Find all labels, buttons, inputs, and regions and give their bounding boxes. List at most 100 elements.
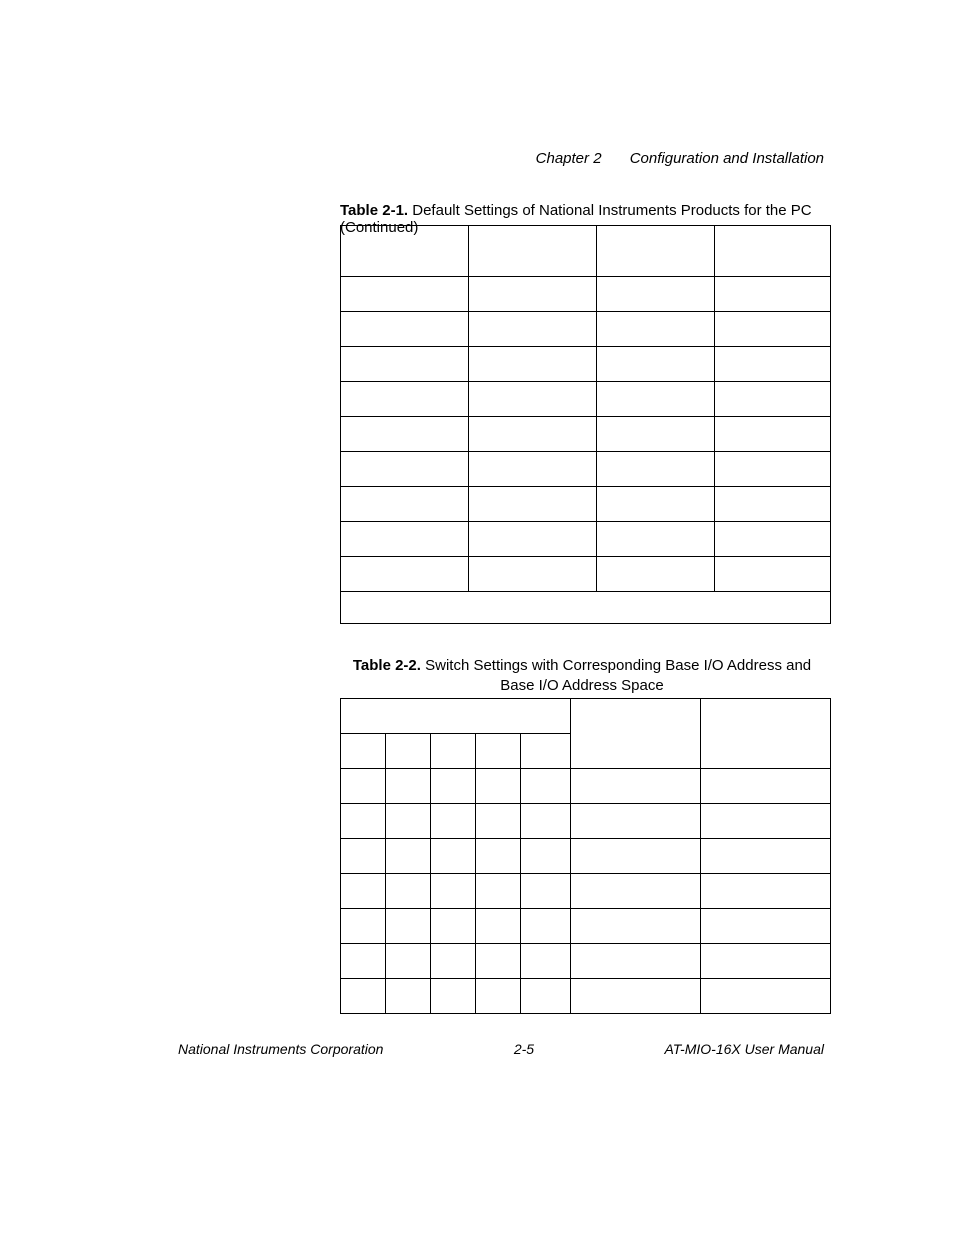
table-cell [571,979,701,1014]
table-cell [597,417,715,452]
table-cell [715,522,831,557]
table-cell [521,874,571,909]
table-cell [431,874,476,909]
table-cell [521,804,571,839]
table-cell [476,734,521,769]
table-row [341,769,831,804]
table-row [341,487,831,522]
table-cell [571,944,701,979]
table-cell [701,944,831,979]
table-cell [469,452,597,487]
table-cell [571,804,701,839]
table-row [341,452,831,487]
table-cell [571,909,701,944]
table-cell [341,944,386,979]
table-row [341,979,831,1014]
table-cell [341,874,386,909]
table-cell [521,979,571,1014]
table-cell [469,522,597,557]
header-title: Configuration and Installation [630,150,824,167]
table-cell [701,769,831,804]
table2-caption-text: Switch Settings with Corresponding Base … [421,657,811,694]
table-cell [715,557,831,592]
table-cell [476,874,521,909]
table-cell [597,452,715,487]
table-cell [597,226,715,277]
table-cell [469,382,597,417]
table-cell [571,839,701,874]
table1 [340,225,831,624]
table-cell [476,769,521,804]
table-cell [469,347,597,382]
table-cell [341,839,386,874]
table-row [341,522,831,557]
table-cell [701,874,831,909]
table-cell [341,734,386,769]
table-cell [476,839,521,874]
table-cell [469,487,597,522]
table-cell [341,699,571,734]
table-cell [571,874,701,909]
table-cell [521,769,571,804]
table-row [341,557,831,592]
table-cell [386,769,431,804]
table-cell [386,804,431,839]
table-cell [386,979,431,1014]
table-cell [597,277,715,312]
table-cell [571,699,701,769]
table-cell [341,804,386,839]
document-page: Chapter 2 Configuration and Installation… [0,0,954,1235]
table-row [341,944,831,979]
table-row [341,312,831,347]
table-cell [386,839,431,874]
table-cell [341,312,469,347]
table-cell [701,804,831,839]
table-cell [341,592,831,624]
table-cell [597,522,715,557]
table-cell [431,944,476,979]
table-cell [386,944,431,979]
table-cell [431,734,476,769]
table-row [341,417,831,452]
table-cell [386,909,431,944]
table-cell [469,557,597,592]
table-cell [715,452,831,487]
table-cell [469,226,597,277]
table-cell [341,557,469,592]
table-row [341,839,831,874]
table-cell [431,769,476,804]
table-cell [341,277,469,312]
table-row [341,347,831,382]
table-cell [431,804,476,839]
table-cell [431,839,476,874]
table-cell [715,417,831,452]
table-cell [476,909,521,944]
table-cell [341,522,469,557]
table-cell [715,382,831,417]
table-cell [476,979,521,1014]
table-cell [341,487,469,522]
table-cell [476,944,521,979]
table-cell [521,944,571,979]
table-row [341,382,831,417]
table-cell [521,839,571,874]
table-cell [341,979,386,1014]
table2 [340,698,831,1014]
table-cell [386,734,431,769]
table-cell [386,874,431,909]
table-cell [715,487,831,522]
table-cell [476,804,521,839]
footer-right: AT-MIO-16X User Manual [664,1041,824,1057]
table-row [341,874,831,909]
table2-caption-label: Table 2-2. [353,657,421,674]
table-cell [469,277,597,312]
table-cell [341,769,386,804]
table-cell [701,699,831,769]
page-header: Chapter 2 Configuration and Installation [536,150,824,167]
table-cell [597,557,715,592]
table-cell [715,277,831,312]
table-cell [521,734,571,769]
table-cell [715,347,831,382]
table-row [341,804,831,839]
footer-center: 2-5 [514,1041,534,1057]
